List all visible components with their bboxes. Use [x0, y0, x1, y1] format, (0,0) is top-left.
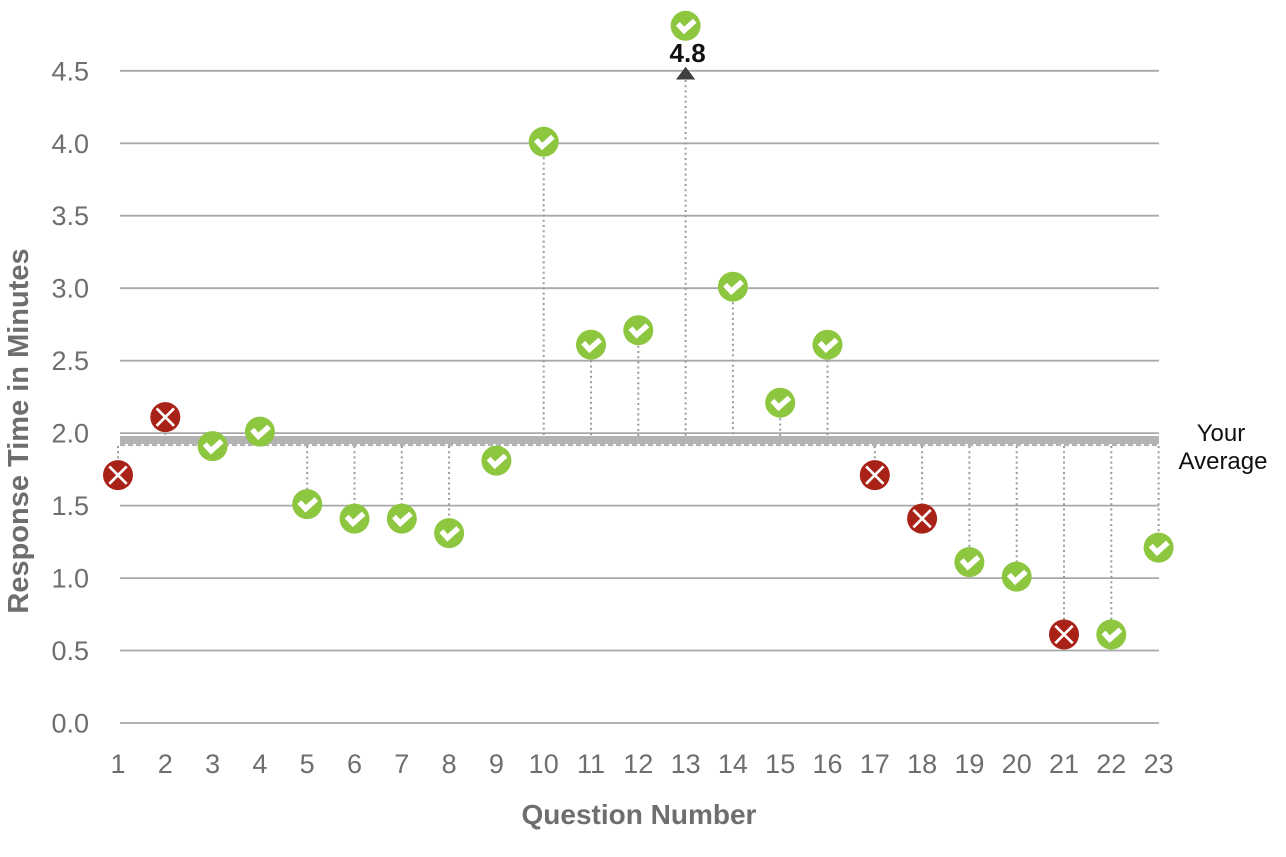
svg-text:Question Number: Question Number [522, 799, 757, 830]
svg-text:2: 2 [158, 749, 173, 779]
svg-text:4.8: 4.8 [670, 38, 706, 68]
svg-text:16: 16 [812, 749, 842, 779]
svg-text:Average: Average [1179, 448, 1268, 475]
svg-text:7: 7 [394, 749, 409, 779]
svg-text:0.5: 0.5 [51, 636, 89, 666]
svg-text:Response Time in Minutes: Response Time in Minutes [3, 248, 35, 613]
svg-text:3.0: 3.0 [51, 274, 89, 304]
svg-text:22: 22 [1096, 749, 1126, 779]
svg-text:5: 5 [300, 749, 315, 779]
svg-text:1: 1 [110, 749, 125, 779]
svg-text:Your: Your [1197, 420, 1246, 447]
svg-text:15: 15 [765, 749, 795, 779]
svg-text:2.5: 2.5 [51, 346, 89, 376]
svg-text:18: 18 [907, 749, 937, 779]
svg-text:13: 13 [671, 749, 701, 779]
svg-text:4.0: 4.0 [51, 129, 89, 159]
svg-text:1.5: 1.5 [51, 491, 89, 521]
svg-text:11: 11 [577, 749, 605, 779]
svg-text:17: 17 [860, 749, 890, 779]
svg-text:2.0: 2.0 [51, 419, 89, 449]
svg-text:9: 9 [489, 749, 504, 779]
svg-text:4: 4 [252, 749, 267, 779]
svg-text:12: 12 [623, 749, 653, 779]
svg-text:19: 19 [954, 749, 984, 779]
svg-text:3.5: 3.5 [51, 201, 89, 231]
svg-text:20: 20 [1002, 749, 1032, 779]
svg-text:23: 23 [1144, 749, 1174, 779]
svg-text:21: 21 [1049, 749, 1079, 779]
svg-text:4.5: 4.5 [51, 56, 89, 86]
svg-text:1.0: 1.0 [51, 564, 89, 594]
svg-text:6: 6 [347, 749, 362, 779]
svg-text:0.0: 0.0 [51, 709, 89, 739]
svg-text:8: 8 [442, 749, 457, 779]
svg-text:10: 10 [529, 749, 559, 779]
svg-text:14: 14 [718, 749, 748, 779]
svg-text:3: 3 [205, 749, 220, 779]
